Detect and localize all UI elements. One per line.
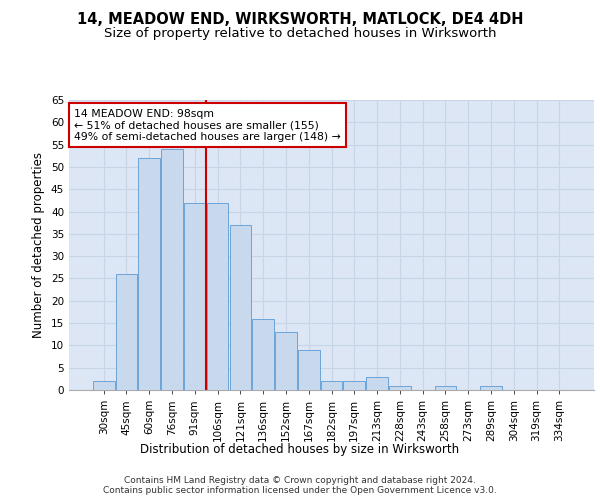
Bar — [366, 376, 388, 390]
Bar — [253, 318, 274, 390]
Text: Distribution of detached houses by size in Wirksworth: Distribution of detached houses by size … — [140, 442, 460, 456]
Bar — [230, 225, 251, 390]
Bar — [480, 386, 502, 390]
Bar — [275, 332, 297, 390]
Bar — [207, 202, 229, 390]
Bar — [320, 381, 343, 390]
Bar — [434, 386, 456, 390]
Bar — [343, 381, 365, 390]
Bar — [389, 386, 410, 390]
Bar — [116, 274, 137, 390]
Bar — [93, 381, 115, 390]
Text: 14 MEADOW END: 98sqm
← 51% of detached houses are smaller (155)
49% of semi-deta: 14 MEADOW END: 98sqm ← 51% of detached h… — [74, 108, 341, 142]
Text: 14, MEADOW END, WIRKSWORTH, MATLOCK, DE4 4DH: 14, MEADOW END, WIRKSWORTH, MATLOCK, DE4… — [77, 12, 523, 28]
Text: Size of property relative to detached houses in Wirksworth: Size of property relative to detached ho… — [104, 28, 496, 40]
Bar — [161, 149, 183, 390]
Text: Contains HM Land Registry data © Crown copyright and database right 2024.
Contai: Contains HM Land Registry data © Crown c… — [103, 476, 497, 495]
Bar — [298, 350, 320, 390]
Y-axis label: Number of detached properties: Number of detached properties — [32, 152, 46, 338]
Bar — [184, 202, 206, 390]
Bar — [139, 158, 160, 390]
